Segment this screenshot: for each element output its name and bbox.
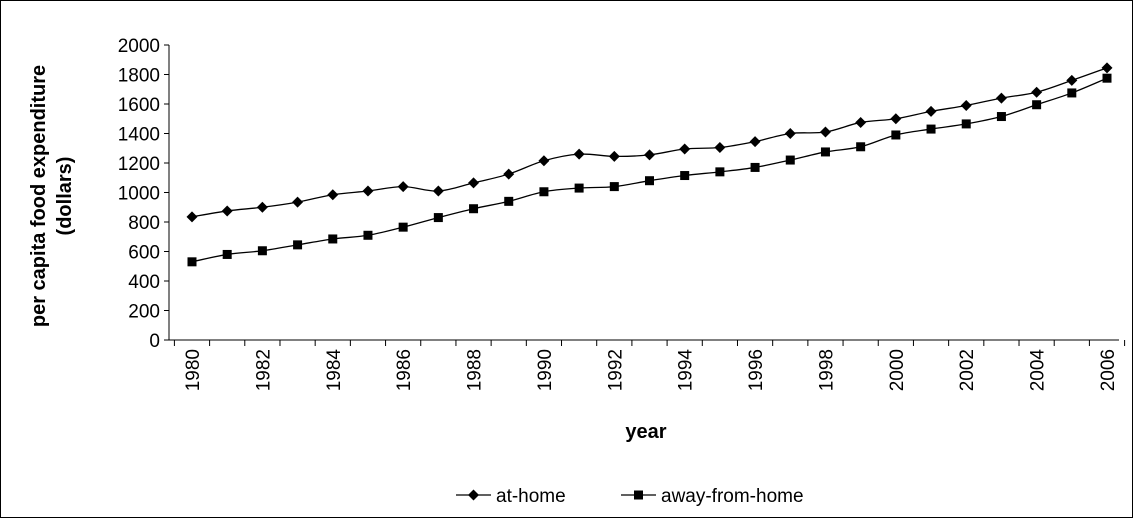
y-tick-label: 1400 bbox=[118, 125, 160, 146]
axes: 0 200 400 600 800 1000 1200 1400 1600 1800 2000 198… bbox=[118, 36, 1126, 392]
y-tick-label: 1000 bbox=[118, 184, 160, 205]
y-tick-label: 1600 bbox=[118, 95, 160, 116]
series-at-home bbox=[186, 62, 1113, 223]
legend-marker bbox=[634, 490, 643, 500]
data-point-away-from-home bbox=[1067, 88, 1077, 98]
data-point-at-home bbox=[468, 177, 480, 189]
data-point-away-from-home bbox=[504, 196, 514, 206]
data-point-at-home bbox=[221, 205, 233, 217]
data-point-at-home bbox=[679, 143, 691, 155]
x-tick-label: 1982 bbox=[253, 349, 274, 391]
data-point-at-home bbox=[256, 201, 268, 213]
data-point-at-home bbox=[327, 189, 339, 201]
legend-item-at-home: at-home bbox=[456, 486, 566, 507]
data-point-at-home bbox=[960, 99, 972, 111]
data-point-at-home bbox=[784, 128, 796, 139]
y-axis-title: per capita food expenditure (dollars) bbox=[28, 65, 76, 327]
data-point-at-home bbox=[573, 148, 585, 160]
data-point-at-home bbox=[503, 168, 515, 180]
legend-item-away-from-home: away-from-home bbox=[621, 486, 804, 507]
data-point-away-from-home bbox=[856, 142, 866, 152]
y-axis-title-line-2: (dollars) bbox=[54, 157, 76, 236]
data-point-at-home bbox=[749, 136, 761, 148]
data-point-away-from-home bbox=[1102, 73, 1112, 83]
x-tick-label: 1994 bbox=[676, 349, 697, 392]
y-tick-label: 0 bbox=[149, 331, 160, 352]
data-point-at-home bbox=[362, 185, 374, 197]
y-tick-label: 2000 bbox=[118, 36, 160, 57]
data-point-at-home bbox=[714, 142, 726, 154]
data-point-at-home bbox=[292, 196, 304, 208]
data-point-at-home bbox=[1066, 74, 1078, 86]
x-tick-label: 1990 bbox=[535, 349, 556, 391]
data-point-at-home bbox=[995, 92, 1007, 104]
y-tick-label: 400 bbox=[128, 272, 160, 293]
data-point-away-from-home bbox=[891, 130, 901, 140]
x-tick-label: 2004 bbox=[1028, 349, 1049, 392]
data-point-away-from-home bbox=[574, 183, 584, 193]
data-point-away-from-home bbox=[398, 222, 408, 232]
data-point-away-from-home bbox=[750, 162, 760, 172]
data-point-away-from-home bbox=[539, 187, 549, 197]
data-point-away-from-home bbox=[433, 213, 443, 223]
x-tick-label: 2000 bbox=[887, 349, 908, 391]
data-point-away-from-home bbox=[996, 112, 1006, 122]
data-point-away-from-home bbox=[222, 249, 232, 259]
y-tick-label: 1200 bbox=[118, 154, 160, 175]
x-tick-label: 2006 bbox=[1098, 349, 1119, 391]
y-tick-label: 200 bbox=[128, 302, 160, 323]
data-point-at-home bbox=[608, 150, 620, 162]
x-tick-label: 1992 bbox=[605, 349, 626, 391]
data-point-away-from-home bbox=[926, 124, 936, 134]
data-point-at-home bbox=[890, 113, 902, 125]
data-point-away-from-home bbox=[363, 230, 373, 240]
series-layer bbox=[186, 62, 1113, 267]
data-point-away-from-home bbox=[785, 155, 795, 165]
series-away-from-home bbox=[187, 73, 1112, 267]
data-point-at-home bbox=[538, 155, 550, 167]
data-point-at-home bbox=[819, 126, 831, 138]
data-point-at-home bbox=[855, 116, 867, 128]
data-point-away-from-home bbox=[609, 182, 619, 192]
x-tick-label: 1986 bbox=[394, 349, 415, 391]
data-point-away-from-home bbox=[469, 204, 479, 214]
data-point-away-from-home bbox=[187, 257, 197, 267]
y-tick-label: 600 bbox=[128, 243, 160, 264]
x-tick-label: 2002 bbox=[957, 349, 978, 391]
data-point-away-from-home bbox=[961, 119, 971, 129]
legend-label: away-from-home bbox=[661, 486, 804, 507]
x-tick-label: 1980 bbox=[183, 349, 204, 391]
data-point-at-home bbox=[1031, 86, 1043, 98]
data-point-at-home bbox=[432, 185, 444, 197]
data-point-away-from-home bbox=[820, 147, 830, 157]
x-tick-label: 1998 bbox=[816, 349, 837, 391]
x-axis-title: year bbox=[625, 421, 666, 443]
y-tick-label: 1800 bbox=[118, 66, 160, 87]
data-point-at-home bbox=[1101, 62, 1113, 74]
data-point-away-from-home bbox=[1032, 100, 1042, 110]
x-tick-label: 1984 bbox=[324, 349, 345, 392]
data-point-away-from-home bbox=[257, 246, 267, 256]
x-tick-label: 1988 bbox=[465, 349, 486, 391]
x-tick-label: 1996 bbox=[746, 349, 767, 391]
legend-marker bbox=[468, 489, 479, 501]
data-point-away-from-home bbox=[293, 240, 303, 250]
legend-label: at-home bbox=[496, 486, 566, 507]
data-point-away-from-home bbox=[328, 234, 338, 244]
data-point-at-home bbox=[644, 149, 655, 161]
data-point-at-home bbox=[397, 181, 409, 193]
y-axis-title-line-1: per capita food expenditure bbox=[28, 65, 50, 327]
data-point-at-home bbox=[925, 105, 937, 117]
data-point-away-from-home bbox=[680, 171, 690, 181]
legend: at-home away-from-home bbox=[456, 486, 804, 507]
data-point-away-from-home bbox=[645, 176, 654, 186]
y-tick-label: 800 bbox=[128, 213, 160, 234]
data-point-away-from-home bbox=[715, 167, 725, 177]
data-point-at-home bbox=[186, 211, 198, 223]
